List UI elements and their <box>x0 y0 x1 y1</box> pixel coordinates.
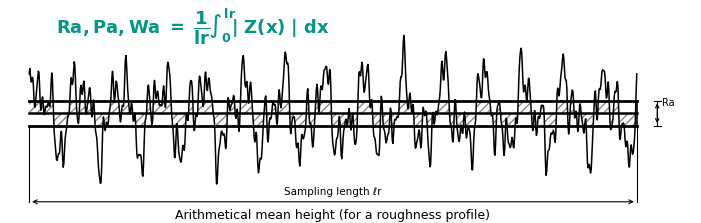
Text: $\mathbf{Ra,Pa,Wa\ =\ \dfrac{1}{lr}\!\int_0^{lr}\!|\ Z(x)\ |\ dx}$: $\mathbf{Ra,Pa,Wa\ =\ \dfrac{1}{lr}\!\in… <box>56 7 329 47</box>
Text: Sampling length ℓr: Sampling length ℓr <box>284 187 382 197</box>
Text: Arithmetical mean height (for a roughness profile): Arithmetical mean height (for a roughnes… <box>175 209 491 222</box>
Text: Ra: Ra <box>662 98 674 108</box>
